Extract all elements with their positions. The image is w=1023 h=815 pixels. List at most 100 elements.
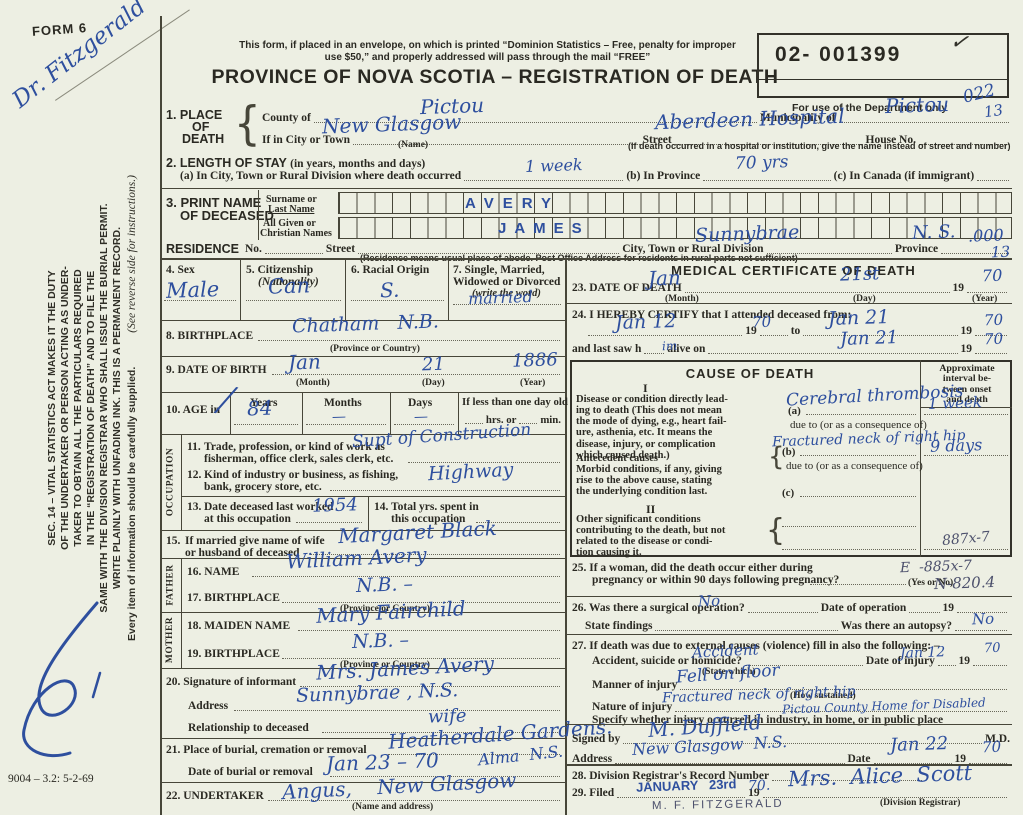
doctor-handwritten-note: Dr. Fitzgerald [7,0,151,114]
age-years-value: 84 [246,395,273,421]
date-of-death-label: 23. DATE OF DEATH [572,282,682,294]
birthplace-value: Chatham N.B. [291,310,440,338]
occ12-label1: Kind of industry or business, as fishing… [204,469,399,481]
father-birthplace-label: 17. BIRTHPLACE [187,592,280,604]
residence-code-top: .000 [967,225,1004,246]
mother-strip-label: MOTHER [165,616,176,664]
informant-address-value: Sunnybrae , N.S. [295,679,459,707]
left-divider [160,738,565,739]
surname-letter-grid [338,192,1012,214]
cause-b-dotted [800,455,916,456]
left-divider [160,668,565,669]
division-registrar-caption: (Division Registrar) [880,798,961,808]
residence-province-dotted [941,253,1009,255]
mother-birthplace-value: N.B. – [351,629,410,653]
age-cell-divider [302,392,303,434]
filed-19: 19 [748,787,760,799]
signed-by-label: Signed by [572,733,621,745]
antecedent-brace: { [768,442,785,472]
occ11-dotted [408,462,560,463]
dob-day-value: 21 [421,353,446,376]
marital-note: (write the word) [472,288,541,299]
other-conditions-line: related to the disease or condi- [576,536,713,548]
dod-19: 19 [952,282,965,294]
marital-label1: 7. Single, Married, [453,264,545,276]
occupation-strip: OCCUPATION [160,434,182,530]
cause-roman-2: II [646,502,656,516]
age-cell-divider [230,392,231,434]
marital-value: married [467,286,534,309]
pen-flourish [22,601,102,758]
columns-top-divider [160,258,1012,260]
autopsy-value: No [971,609,995,629]
cause-of-death-title: CAUSE OF DEATH [685,366,815,381]
father-name-value: William Avery [285,542,428,574]
manner-dotted [680,689,1007,691]
left-divider [160,392,565,393]
injury-year-value: 70 [983,640,1001,657]
occ-13-14-divider [368,496,369,530]
residence-city-label: City, Town or Rural Division [622,243,764,256]
occ13-dotted [296,522,362,523]
burial-date-value: Jan 23 – 70 [325,748,440,776]
findings-label: State findings [585,620,653,632]
other-conditions-line: tion causing it. [576,547,642,559]
street-value: Aberdeen Hospital [654,103,846,135]
operation-label: 26. Was there a surgical operation? [572,602,745,614]
citizenship-dotted [246,300,341,301]
occ14-num: 14. [374,501,389,513]
filed-by-value: M. F. FITZGERALD [651,797,784,813]
injury-date-label: Date of injury [865,655,935,667]
external-19: 19 [958,655,971,667]
operation-date-label: Date of operation [820,602,907,614]
left-divider [160,782,565,783]
residence-city-value: Sunnybrae [694,221,800,247]
city-dotted-line [352,144,640,146]
certify-saw-dotted [708,353,958,355]
serial-box-divider [759,79,1007,80]
age-years-label: Years [250,397,278,409]
cause-b-interval: 9 days [929,435,983,456]
dob-dotted [272,374,560,375]
racial-origin-label: 6. Racial Origin [351,264,430,276]
medical-certificate-title: MEDICAL CERTIFICATE OF DEATH [671,263,916,278]
signed-date-value: Jan 22 [889,732,949,757]
interval-header-line: tween onset [942,383,992,395]
other-dotted-2 [782,549,916,550]
certify-him-value: im [661,338,678,354]
informant-relationship-label: Relationship to deceased [188,722,309,734]
residence-province-label: Province [894,243,939,256]
father-birthplace-dotted [282,602,560,603]
hospital-caption: (If death occurred in a hospital or inst… [628,141,1011,151]
filed-year-value: 70. [747,777,771,795]
dob-day-caption: (Day) [422,378,445,388]
stay-a-label: (a) In City, Town or Rural Division wher… [180,170,462,182]
specify-label: Specify whether injury occurred in indus… [592,714,944,726]
cause-of-death-box [570,360,1012,557]
length-of-stay-label: 2. LENGTH OF STAY [166,156,287,170]
citizenship-note: (Nationality) [258,276,319,288]
municipality-dotted-line [838,122,1009,124]
registrar-dotted [762,797,1007,799]
autopsy-dotted [955,630,1007,632]
city-town-label: If in City or Town [262,134,350,146]
cell-divider [345,258,346,320]
length-of-stay-note: (in years, months and days) [290,158,426,170]
undertaker-dotted [268,800,560,801]
house-no-label: House No. [865,134,916,146]
certify-him-dotted [644,353,665,355]
mother-strip: MOTHER [160,612,182,668]
citizenship-value: Can [267,273,311,299]
pregnancy-yesno-caption: (Yes or No) [908,578,954,588]
undertaker-caption: (Name and address) [352,802,434,812]
birthplace-label: 8. BIRTHPLACE [166,330,254,342]
burial-date-dotted [330,776,560,777]
residence-label: RESIDENCE [166,242,239,256]
cause-a-label: (a) [788,405,801,417]
racial-origin-value: S. [379,277,400,303]
signed-dotted [623,743,983,745]
age-days-value: — [413,408,429,426]
occ11-label1: Trade, profession, or kind of work as [204,441,385,453]
other-conditions-line: Other significant conditions [576,514,701,525]
occ13-num: 13. [187,501,202,513]
